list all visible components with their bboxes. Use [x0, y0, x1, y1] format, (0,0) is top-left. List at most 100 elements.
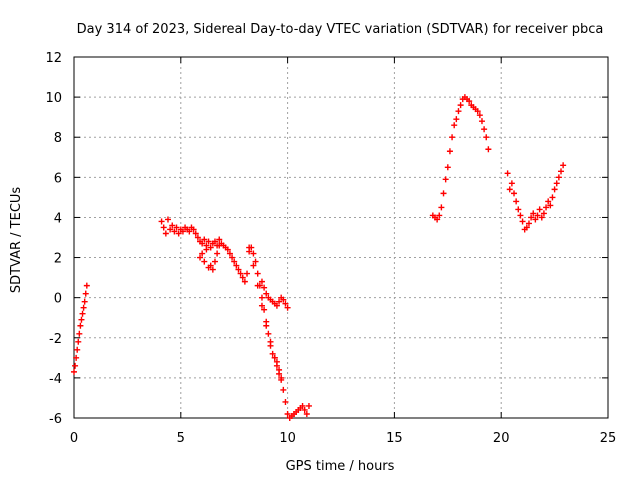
data-point: [434, 216, 441, 223]
data-point: [250, 250, 257, 257]
y-tick-label: -6: [49, 412, 62, 427]
data-point: [194, 234, 201, 241]
x-tick-label: 0: [70, 431, 78, 446]
data-point: [523, 224, 530, 231]
data-point: [73, 354, 80, 361]
data-point: [175, 230, 182, 237]
data-point: [226, 250, 233, 257]
data-point: [239, 274, 246, 281]
data-point: [216, 236, 223, 243]
data-point: [72, 362, 79, 369]
data-point: [201, 236, 208, 243]
data-point: [457, 102, 464, 109]
x-tick-label: 15: [386, 431, 403, 446]
y-tick-label: -4: [49, 372, 62, 387]
data-point: [280, 296, 287, 303]
data-point: [77, 322, 84, 329]
data-point: [436, 212, 443, 219]
data-point: [276, 298, 283, 305]
data-point: [276, 370, 283, 377]
data-point: [305, 402, 312, 409]
data-point: [211, 238, 218, 245]
data-point: [442, 176, 449, 183]
data-point: [551, 186, 558, 193]
data-point: [158, 218, 165, 225]
data-point: [80, 304, 87, 311]
data-point: [271, 354, 278, 361]
data-point: [466, 98, 473, 105]
data-point: [75, 338, 82, 345]
data-point: [209, 266, 216, 273]
data-point: [205, 238, 212, 245]
data-point: [258, 294, 265, 301]
data-point: [555, 174, 562, 181]
data-point: [513, 198, 520, 205]
data-point: [71, 368, 77, 375]
axis-ticks: 0 5 10 15 20 25 -6 -4 -2 0 2 4 6 8 10 12: [45, 51, 616, 446]
data-point: [167, 226, 174, 233]
y-tick-label: 8: [54, 131, 62, 146]
data-point: [282, 398, 289, 405]
data-point: [515, 206, 522, 213]
data-point: [538, 214, 545, 221]
data-point: [252, 258, 259, 265]
data-point: [299, 402, 306, 409]
data-point: [543, 204, 550, 211]
data-point: [444, 164, 451, 171]
y-tick-label: 10: [45, 91, 62, 106]
data-point: [246, 244, 253, 251]
data-point: [179, 228, 186, 235]
series-segment-4: [197, 242, 223, 273]
x-axis-label: GPS time / hours: [286, 459, 395, 474]
data-point: [476, 112, 483, 119]
data-point: [549, 194, 556, 201]
data-point: [79, 310, 86, 317]
data-point: [258, 302, 265, 309]
data-point: [237, 270, 244, 277]
data-point: [199, 250, 206, 257]
data-point: [478, 118, 485, 125]
data-point: [280, 386, 287, 393]
data-point: [192, 230, 199, 237]
x-tick-label: 5: [177, 431, 185, 446]
data-point: [82, 290, 89, 297]
data-point: [284, 304, 291, 311]
series-segment-6: [504, 162, 567, 233]
series-segment-2: [158, 216, 312, 421]
data-point: [231, 258, 238, 265]
data-point: [560, 162, 567, 169]
data-point: [483, 134, 490, 141]
y-tick-label: 4: [54, 211, 62, 226]
data-point: [474, 108, 481, 115]
data-point: [278, 376, 285, 383]
data-point: [171, 228, 178, 235]
data-point: [519, 218, 526, 225]
data-point: [536, 206, 543, 213]
data-point: [81, 298, 88, 305]
plot-frame: [73, 56, 609, 419]
data-point: [267, 338, 274, 345]
data-point: [214, 250, 221, 257]
y-tick-label: 0: [54, 292, 62, 307]
data-point: [83, 282, 90, 289]
data-point: [530, 210, 537, 217]
x-tick-label: 25: [600, 431, 617, 446]
data-point: [263, 290, 270, 297]
data-point: [162, 230, 169, 237]
data-point: [269, 350, 276, 357]
data-point: [229, 254, 236, 261]
chart-title: Day 314 of 2023, Sidereal Day-to-day VTE…: [77, 22, 604, 37]
data-point: [207, 262, 214, 269]
data-point: [258, 278, 265, 285]
data-point: [440, 190, 447, 197]
series-segment-1: [71, 282, 90, 375]
data-point: [244, 270, 251, 277]
data-point: [273, 362, 280, 369]
data-point: [76, 330, 83, 337]
data-point: [534, 212, 541, 219]
data-point: [207, 244, 214, 251]
data-point: [511, 190, 518, 197]
data-point: [261, 306, 268, 313]
data-point: [517, 212, 524, 219]
